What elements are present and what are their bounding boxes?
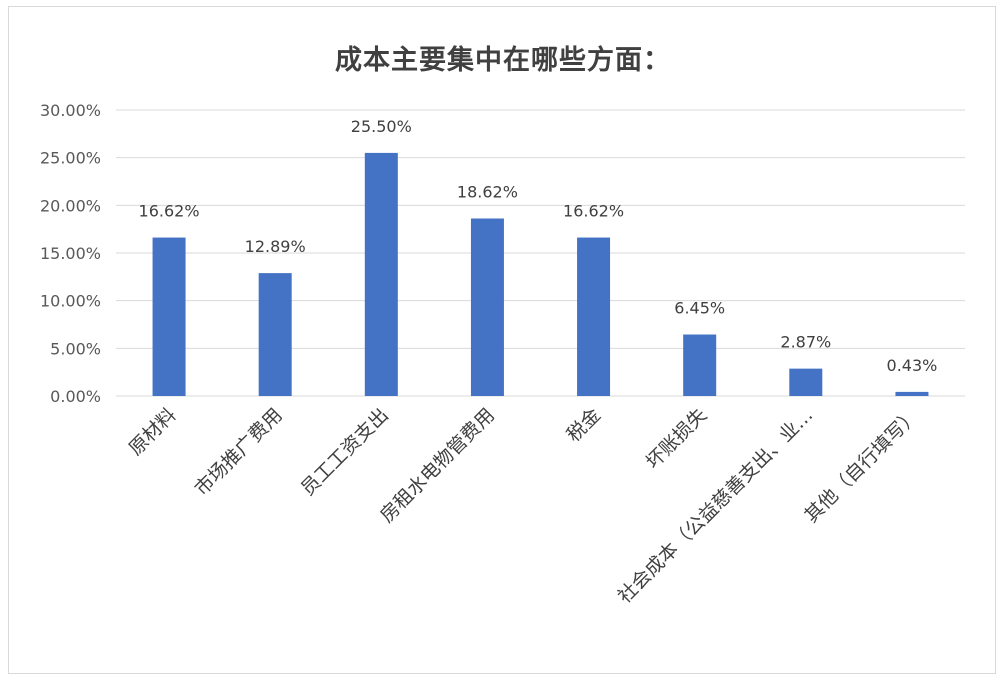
category-label: 原材料 bbox=[125, 404, 181, 460]
data-label: 18.62% bbox=[457, 182, 518, 201]
y-tick-label: 20.00% bbox=[40, 196, 101, 215]
gridlines bbox=[116, 109, 965, 397]
category-label: 社会成本（公益慈善支出、业… bbox=[614, 404, 818, 608]
data-label: 12.89% bbox=[245, 237, 306, 256]
bar bbox=[470, 218, 504, 396]
y-axis-tick-labels: 0.00% 5.00% 10.00% 15.00% 20.00% 25.00% 30.00% bbox=[40, 101, 101, 406]
data-label: 25.50% bbox=[351, 117, 412, 136]
bar bbox=[577, 237, 611, 396]
y-tick-label: 5.00% bbox=[50, 339, 101, 358]
bar bbox=[152, 237, 186, 396]
chart-title: 成本主要集中在哪些方面： bbox=[335, 45, 671, 76]
y-tick-label: 10.00% bbox=[40, 292, 101, 311]
y-tick-label: 30.00% bbox=[40, 101, 101, 120]
data-label: 0.43% bbox=[887, 356, 938, 375]
category-label: 员工工资支出 bbox=[297, 404, 393, 500]
data-label: 16.62% bbox=[563, 202, 624, 221]
bar bbox=[683, 334, 717, 396]
data-labels: 16.62% 12.89% 25.50% 18.62% 16.62% 6.45% 2.87%… bbox=[139, 117, 938, 375]
category-label: 其他（自行填写） bbox=[800, 404, 923, 527]
y-tick-label: 0.00% bbox=[50, 387, 101, 406]
bar bbox=[895, 391, 929, 396]
bar bbox=[258, 273, 292, 396]
category-label: 坏账损失 bbox=[642, 404, 711, 473]
category-label: 市场推广费用 bbox=[191, 404, 287, 500]
data-label: 6.45% bbox=[674, 299, 725, 318]
category-label: 税金 bbox=[563, 404, 605, 446]
bar bbox=[789, 368, 823, 396]
y-tick-label: 25.00% bbox=[40, 149, 101, 168]
y-tick-label: 15.00% bbox=[40, 244, 101, 263]
category-label: 房租水电物管费用 bbox=[376, 404, 499, 527]
data-label: 16.62% bbox=[139, 202, 200, 221]
bars bbox=[152, 152, 929, 396]
data-label: 2.87% bbox=[780, 333, 831, 352]
bar bbox=[364, 152, 398, 396]
